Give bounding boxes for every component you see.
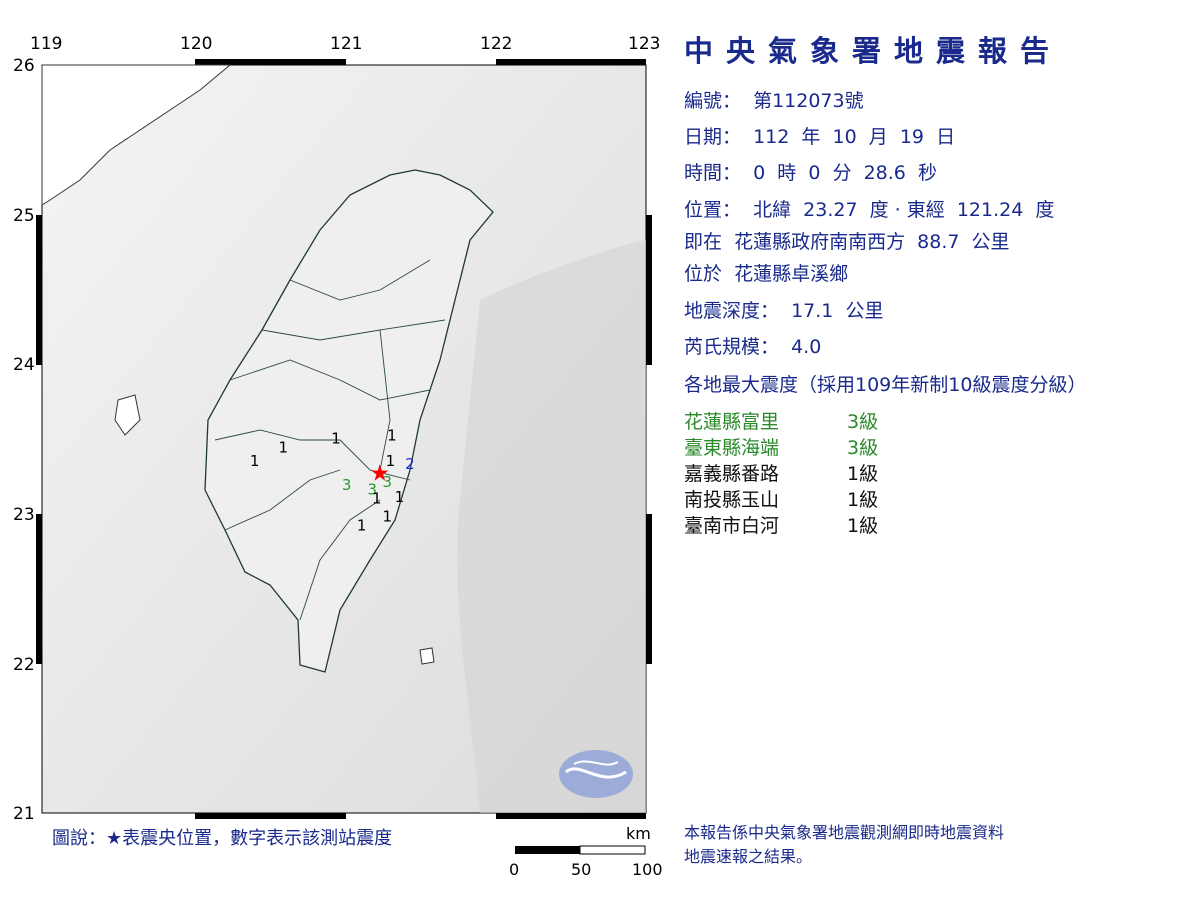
station-intensity-label: 2 <box>405 455 415 473</box>
intensity-row: 臺南市白河 1級 <box>684 511 878 538</box>
map-legend: 圖說：★表震央位置，數字表示該測站震度 <box>52 828 393 849</box>
intensity-place: 臺東縣海端 <box>684 437 780 459</box>
lat-tick: 26 <box>13 56 35 76</box>
intensity-level: 1級 <box>847 515 879 537</box>
report-time: 時間： 0 時 0 分 28.6 秒 <box>684 162 937 184</box>
intensity-level: 1級 <box>847 463 879 485</box>
intensity-place: 花蓮縣富里 <box>684 411 780 433</box>
intensity-place: 臺南市白河 <box>684 515 780 537</box>
scale-label: 0 <box>509 860 520 879</box>
green-island <box>419 647 435 665</box>
station-intensity-label: 1 <box>387 427 397 445</box>
station-intensity-label: 1 <box>357 516 367 534</box>
lat-tick: 23 <box>13 505 35 525</box>
lon-tick: 122 <box>480 34 513 54</box>
station-intensity-label: 1 <box>279 438 289 456</box>
epicenter-star-icon <box>371 464 389 481</box>
intensity-level: 3級 <box>847 411 879 433</box>
intensity-header: 各地最大震度（採用109年新制10級震度分級） <box>684 374 1087 396</box>
station-intensity-label: 1 <box>395 488 405 506</box>
lon-tick: 120 <box>180 34 213 54</box>
frame-bars <box>36 59 652 819</box>
scale-label: 100 <box>632 860 663 879</box>
footnote-line: 地震速報之結果。 <box>684 847 813 866</box>
report-magnitude: 芮氏規模： 4.0 <box>684 336 822 358</box>
station-intensity-label: 1 <box>250 452 260 470</box>
taiwan-island <box>204 169 494 673</box>
station-intensity-label: 3 <box>383 473 393 491</box>
china-coast <box>41 64 232 206</box>
intensity-level: 1級 <box>847 489 879 511</box>
report-township: 位於 花蓮縣卓溪鄉 <box>684 263 849 285</box>
scale-label: 50 <box>571 860 592 879</box>
report-title: 中央氣象署地震報告 <box>684 34 1063 68</box>
lat-tick: 21 <box>13 804 35 824</box>
lat-tick: 25 <box>13 206 35 226</box>
lon-tick: 121 <box>330 34 363 54</box>
station-intensity-label: 3 <box>367 480 377 498</box>
penghu-islands <box>114 394 141 436</box>
station-layer: 11 1 11 23 3 31 111 <box>250 427 415 535</box>
intensity-row: 南投縣玉山 1級 <box>684 485 878 512</box>
station-intensity-label: 1 <box>372 489 382 507</box>
report-relative-location: 即在 花蓮縣政府南南西方 88.7 公里 <box>684 231 1010 253</box>
lon-tick: 119 <box>30 34 63 54</box>
station-intensity-label: 3 <box>342 476 352 494</box>
scale-bar <box>515 845 646 855</box>
station-intensity-label: 1 <box>386 452 396 470</box>
station-intensity-label: 1 <box>331 430 341 448</box>
scale-unit: km <box>626 824 651 843</box>
lon-tick: 123 <box>628 34 661 54</box>
cwa-logo <box>559 750 633 798</box>
lat-tick: 22 <box>13 655 35 675</box>
report-date: 日期： 112 年 10 月 19 日 <box>684 126 956 148</box>
seafloor-relief <box>457 240 646 813</box>
report-location: 位置： 北緯 23.27 度 · 東經 121.24 度 <box>684 199 1055 221</box>
intensity-level: 3級 <box>847 437 879 459</box>
intensity-row: 臺東縣海端 3級 <box>684 433 878 460</box>
lat-tick: 24 <box>13 355 35 375</box>
report-depth: 地震深度： 17.1 公里 <box>684 300 884 322</box>
intensity-row: 花蓮縣富里 3級 <box>684 407 878 434</box>
station-intensity-label: 1 <box>383 507 393 525</box>
report-number: 編號： 第112073號 <box>684 90 864 112</box>
intensity-place: 南投縣玉山 <box>684 489 780 511</box>
footnote-line: 本報告係中央氣象署地震觀測網即時地震資料 <box>684 823 1005 842</box>
intensity-place: 嘉義縣番路 <box>684 463 780 485</box>
map-canvas: 11 1 11 23 3 31 111 <box>36 59 652 855</box>
intensity-row: 嘉義縣番路 1級 <box>684 459 878 486</box>
